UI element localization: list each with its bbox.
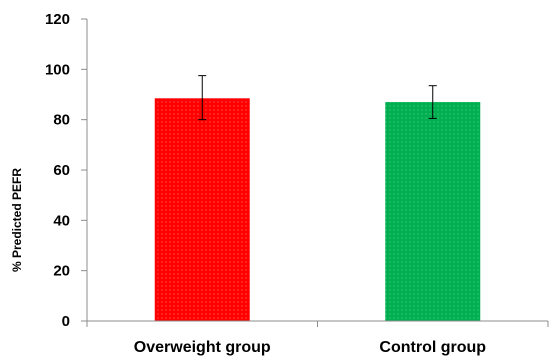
y-tick-label: 0 (62, 313, 70, 330)
y-axis-title: % Predicted PEFR (10, 168, 24, 272)
y-tick-label: 40 (53, 212, 70, 229)
bar-control-group (385, 102, 481, 321)
y-axis: 0 20 40 60 80 100 120 (45, 11, 88, 330)
y-tick-label: 20 (53, 263, 70, 280)
y-tick-label: 80 (53, 112, 70, 129)
error-bars (198, 75, 437, 121)
x-axis: Overweight group Control group (86, 320, 549, 356)
x-category-label: Control group (379, 339, 486, 356)
x-category-label: Overweight group (134, 339, 271, 356)
bars (154, 98, 481, 322)
y-tick-label: 60 (53, 162, 70, 179)
y-tick-label: 100 (45, 61, 70, 78)
y-tick-label: 120 (45, 11, 70, 28)
bar-overweight-group (154, 98, 250, 322)
